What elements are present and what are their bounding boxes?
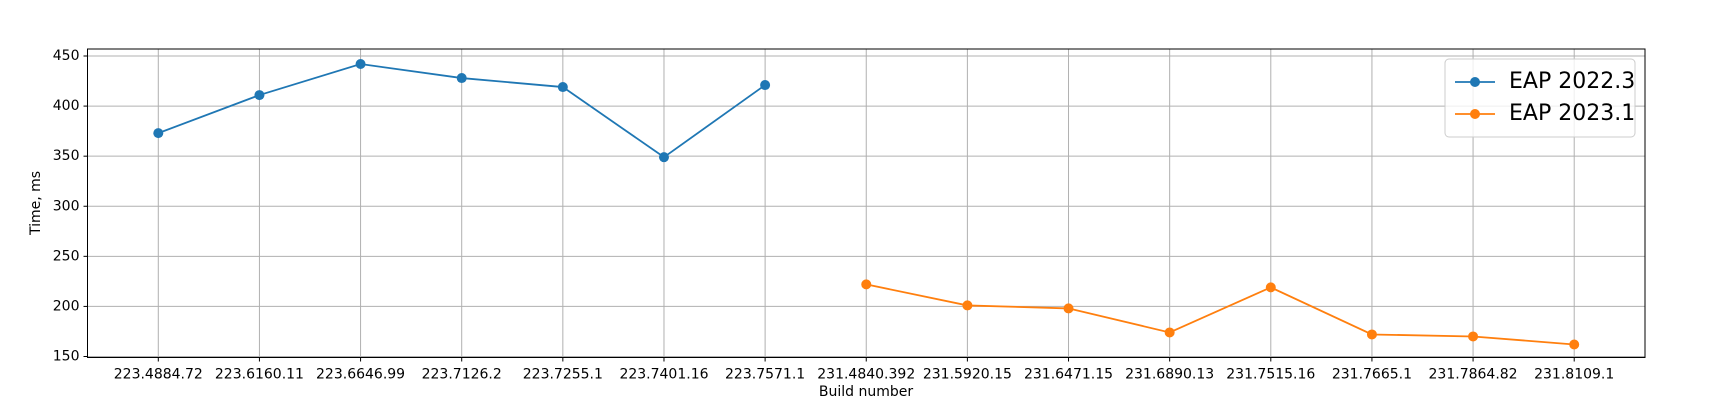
- point: [962, 300, 973, 311]
- x-tick-label: 223.7126.2: [422, 367, 502, 383]
- point: [1265, 282, 1276, 293]
- x-axis-label: Build number: [819, 384, 913, 400]
- x-tick-label: 231.8109.1: [1534, 367, 1614, 383]
- point: [1366, 329, 1377, 340]
- point: [355, 59, 366, 70]
- legend-marker: [1470, 77, 1480, 87]
- legend-label: EAP 2022.3: [1509, 69, 1635, 94]
- x-tick-label: 223.6646.99: [316, 367, 405, 383]
- point: [1164, 327, 1175, 338]
- x-tick-label: 231.7515.16: [1226, 367, 1315, 383]
- point: [557, 82, 568, 93]
- x-tick-label: 231.6471.15: [1024, 367, 1113, 383]
- plot-frame: [87, 48, 1646, 358]
- point: [861, 279, 872, 290]
- point: [456, 73, 467, 84]
- x-tick-label: 223.7571.1: [725, 367, 805, 383]
- x-tick-label: 223.6160.11: [215, 367, 304, 383]
- x-tick-label: 231.7665.1: [1332, 367, 1412, 383]
- point: [254, 90, 265, 101]
- point: [760, 80, 771, 91]
- point: [658, 152, 669, 163]
- x-tick-label: 231.7864.82: [1429, 367, 1518, 383]
- y-tick-label: 300: [53, 198, 80, 214]
- point: [1063, 303, 1074, 314]
- x-tick-label: 223.7255.1: [523, 367, 603, 383]
- legend-box: [1444, 58, 1636, 138]
- legend: EAP 2022.3 EAP 2023.1: [1444, 58, 1636, 138]
- y-tick-label: 450: [53, 48, 80, 64]
- x-tick-label: 231.6890.13: [1125, 367, 1214, 383]
- y-tick-label: 200: [53, 298, 80, 314]
- series-line: [866, 283, 1575, 346]
- legend-label: EAP 2023.1: [1509, 101, 1635, 126]
- y-axis-label: Time, ms: [28, 171, 44, 236]
- point: [153, 128, 164, 139]
- x-tick-label: 231.4840.392: [817, 367, 915, 383]
- y-tick-label: 150: [53, 348, 80, 364]
- y-tick-label: 400: [53, 98, 80, 114]
- point: [1569, 339, 1580, 350]
- x-tick-label: 231.5920.15: [923, 367, 1012, 383]
- point: [1468, 331, 1479, 342]
- y-tick-label: 250: [53, 248, 80, 264]
- x-tick-label: 223.4884.72: [114, 367, 203, 383]
- legend-marker: [1470, 109, 1480, 119]
- y-tick-label: 350: [53, 148, 80, 164]
- x-tick-label: 223.7401.16: [619, 367, 708, 383]
